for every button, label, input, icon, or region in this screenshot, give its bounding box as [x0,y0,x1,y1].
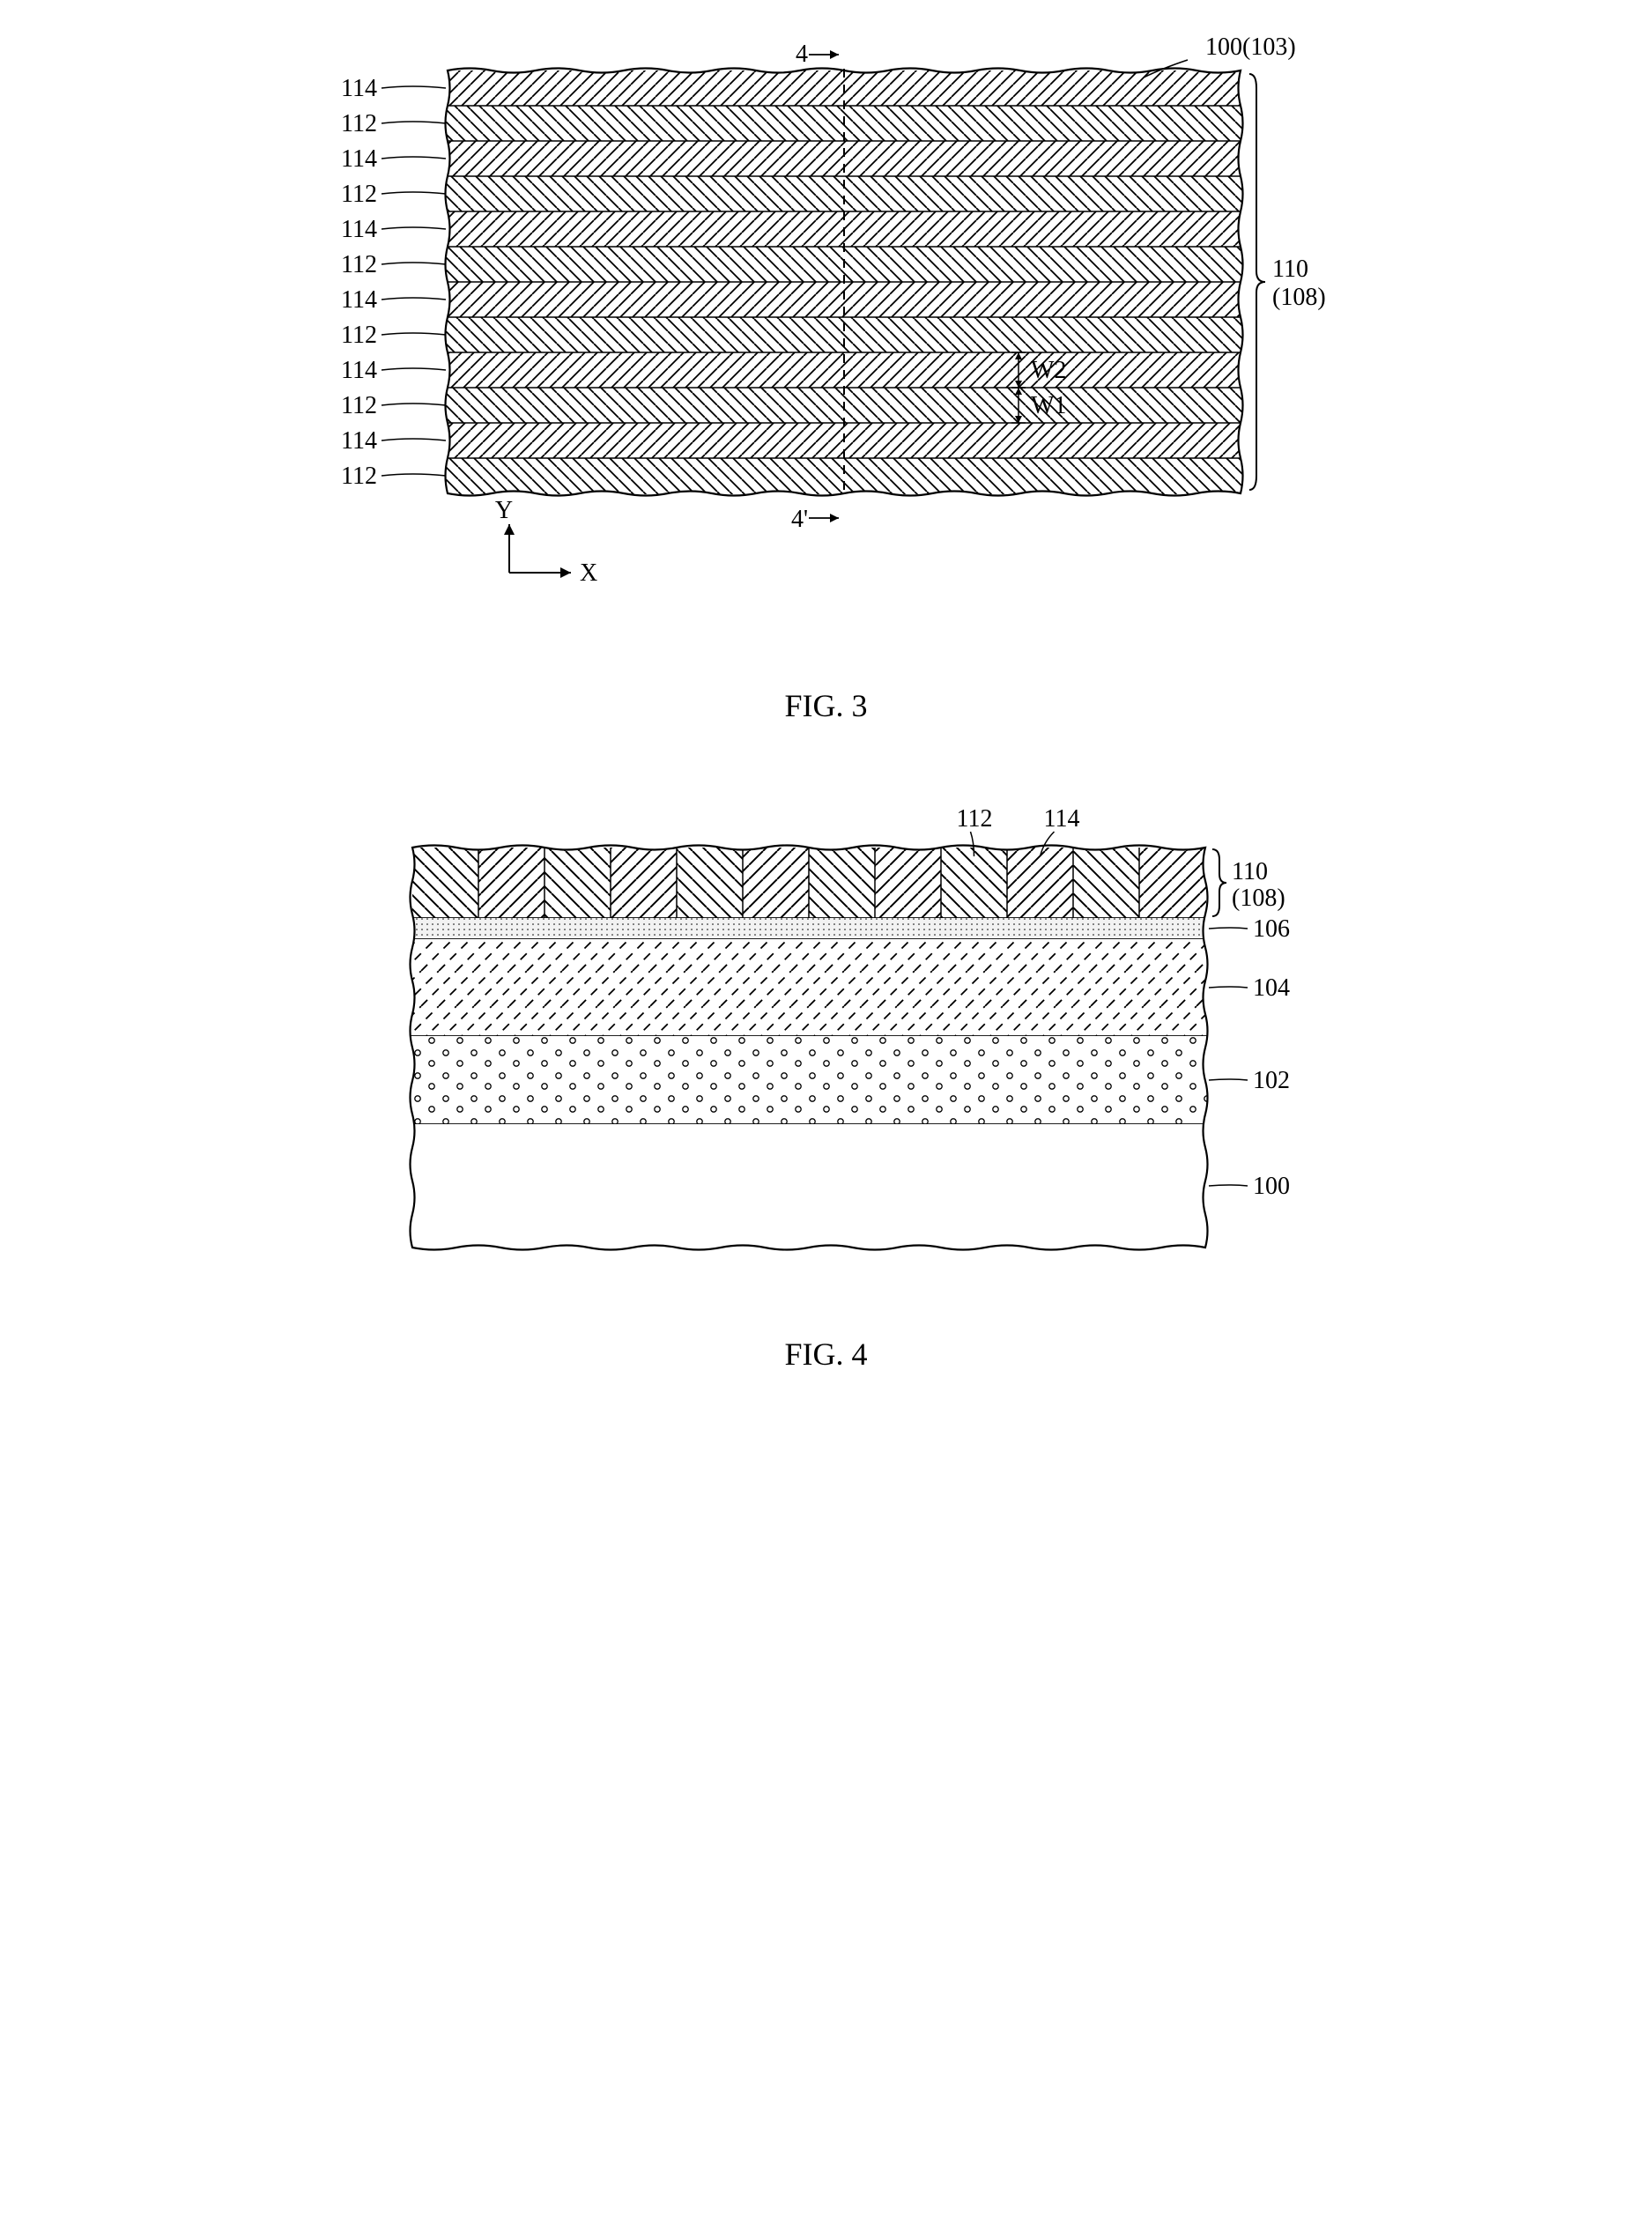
fig3-left-label: 114 [341,216,377,243]
fig3-axis-x: X [580,559,597,587]
fig3-left-label: 112 [341,322,377,349]
fig3-topright-label: 100(103) [1205,35,1296,61]
figure-3: 114 112 114 112 114 112 114 112 114 112 114 112 100(… [298,35,1355,724]
fig4-diagram: 112 114 110(108) 106 104 102 100 [298,795,1355,1318]
fig3-rightbrace-label-2: (108) [1272,284,1326,311]
fig3-left-label: 114 [341,75,377,102]
fig3-diagram: 114 112 114 112 114 112 114 112 114 112 114 112 100(… [298,35,1355,670]
fig3-left-label: 114 [341,145,377,173]
fig3-axis-y: Y [494,497,512,524]
fig4-right-label: 106 [1253,915,1290,943]
fig4-brace-2: (108) [1232,885,1285,912]
fig3-rightbrace-label-1: 110 [1272,255,1308,283]
fig3-caption: FIG. 3 [298,687,1355,724]
fig4-top-112: 112 [956,805,992,833]
fig4-right-label: 102 [1253,1067,1290,1094]
fig4-right-label: 100 [1253,1173,1290,1200]
fig4-top-114: 114 [1043,805,1079,833]
fig3-left-label: 112 [341,181,377,208]
fig4-caption: FIG. 4 [298,1336,1355,1373]
fig3-left-label: 114 [341,427,377,455]
fig3-w-label: W2 [1031,357,1066,384]
fig3-left-label: 112 [341,463,377,490]
fig3-left-label: 112 [341,392,377,419]
fig3-w-label: W1 [1031,392,1066,419]
fig3-left-label: 112 [341,110,377,137]
fig4-right-label: 104 [1253,974,1290,1002]
fig3-left-label: 114 [341,286,377,314]
fig3-section-top: 4 [796,41,808,68]
figure-4: 112 114 110(108) 106 104 102 100 FIG. 4 [298,795,1355,1373]
fig4-brace-1: 110 [1232,858,1268,885]
fig3-left-label: 114 [341,357,377,384]
fig3-section-bottom: 4' [791,506,808,533]
fig3-left-label: 112 [341,251,377,278]
